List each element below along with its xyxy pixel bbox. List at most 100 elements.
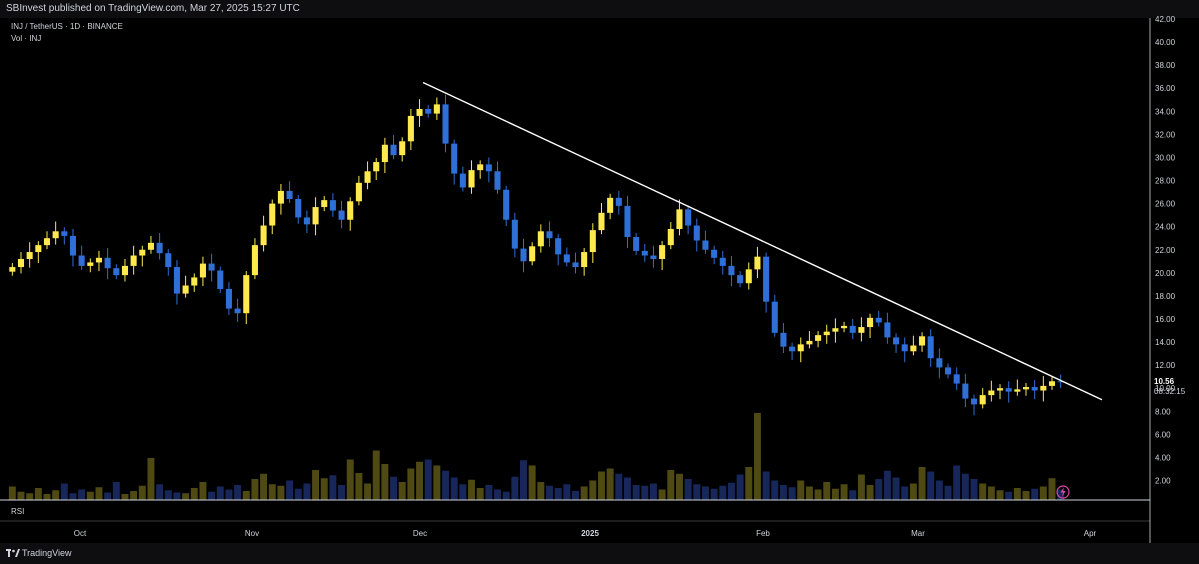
candle-body [970, 398, 978, 405]
candle-body [555, 238, 562, 255]
volume-bar [468, 479, 475, 500]
volume-bar [156, 484, 164, 500]
candle-body [893, 337, 900, 345]
candle-body [624, 205, 631, 238]
publish-bar: SBInvest published on TradingView.com, M… [0, 0, 1199, 18]
candle-body [95, 257, 103, 263]
volume-bar [164, 490, 172, 500]
volume-bar [537, 482, 545, 500]
volume-bar [883, 470, 891, 500]
price-tick-label: 20.00 [1155, 269, 1176, 278]
candle-body [1022, 387, 1030, 390]
volume-bar [86, 491, 94, 500]
candle-body [1014, 389, 1021, 392]
volume-bar [251, 479, 259, 500]
volume-bar [104, 492, 112, 500]
candle-body [511, 219, 518, 249]
volume-bar [485, 485, 493, 500]
volume-legend[interactable]: Vol · INJ [11, 34, 42, 43]
candle-body [728, 265, 735, 276]
volume-bar [390, 476, 398, 500]
time-tick-label: Mar [911, 529, 925, 538]
candle-body [459, 173, 466, 188]
volume-bar [182, 493, 190, 500]
candle-body [416, 108, 423, 116]
price-tick-label: 28.00 [1155, 177, 1176, 186]
volume-bar [987, 486, 995, 500]
volume-bar [407, 468, 415, 500]
volume-bar [43, 494, 51, 500]
candle-body [104, 257, 111, 269]
volume-bar [875, 479, 883, 500]
volume-bar [147, 458, 155, 500]
volume-bar [814, 489, 822, 500]
volume-bar [805, 486, 813, 500]
candle-body [1031, 387, 1038, 391]
candle-body [260, 225, 267, 246]
candle-body [745, 269, 752, 284]
time-tick-label: Dec [413, 529, 427, 538]
volume-bar [710, 488, 718, 500]
rsi-label[interactable]: RSI [11, 507, 24, 516]
volume-bar [606, 468, 614, 500]
candle-body [676, 209, 683, 229]
candle-body [295, 198, 302, 218]
volume-bar [1013, 488, 1021, 500]
volume-bar [1005, 491, 1013, 500]
tradingview-logo-icon[interactable] [6, 548, 20, 558]
volume-bar [823, 482, 831, 500]
volume-bar [286, 480, 294, 500]
volume-bar [95, 487, 103, 500]
candle-body [503, 189, 510, 220]
candle-body [841, 325, 848, 329]
price-tick-label: 4.00 [1155, 453, 1171, 462]
candles [9, 94, 1064, 416]
volume-bar [909, 483, 917, 500]
candle-body [581, 252, 588, 268]
volume-bar [312, 470, 320, 500]
candle-body [321, 200, 328, 208]
volume-bar [138, 485, 146, 500]
volume-bar [753, 413, 761, 500]
price-tick-label: 26.00 [1155, 200, 1176, 209]
volume-bar [961, 473, 969, 500]
candle-body [485, 164, 492, 172]
candle-body [546, 231, 553, 239]
volume-bar [563, 484, 571, 500]
candle-body [910, 345, 917, 352]
candle-body [641, 250, 648, 256]
candle-body [823, 331, 830, 336]
volume-bar [632, 485, 640, 500]
candle-body [537, 231, 544, 247]
volume-bar [355, 473, 363, 500]
candle-body [217, 270, 224, 289]
candle-body [199, 263, 206, 278]
candle-body [771, 301, 778, 333]
candle-body [815, 335, 822, 341]
price-tick-label: 16.00 [1155, 315, 1176, 324]
candle-body [494, 171, 501, 190]
volume-bar [675, 473, 683, 500]
candle-body [754, 256, 761, 270]
volume-bar [277, 485, 285, 500]
candle-body [563, 254, 570, 263]
candle-body [849, 325, 856, 333]
candle-body [711, 249, 718, 258]
candle-body [650, 255, 657, 259]
candle-body [286, 190, 293, 199]
brand-name[interactable]: TradingView [22, 548, 72, 558]
candle-body [191, 277, 198, 286]
candle-body [780, 332, 787, 347]
price-tick-label: 14.00 [1155, 338, 1176, 347]
candle-body [69, 235, 77, 256]
candle-body [9, 267, 16, 272]
volume-bar [589, 480, 597, 500]
symbol-legend[interactable]: INJ / TetherUS · 1D · BINANCE [11, 22, 123, 31]
volume-bar [693, 484, 701, 500]
volume-bar [242, 491, 250, 500]
lightning-icon[interactable] [1056, 485, 1070, 499]
candle-body [433, 104, 440, 114]
price-tick-label: 8.00 [1155, 407, 1171, 416]
volume-bar [701, 486, 709, 500]
